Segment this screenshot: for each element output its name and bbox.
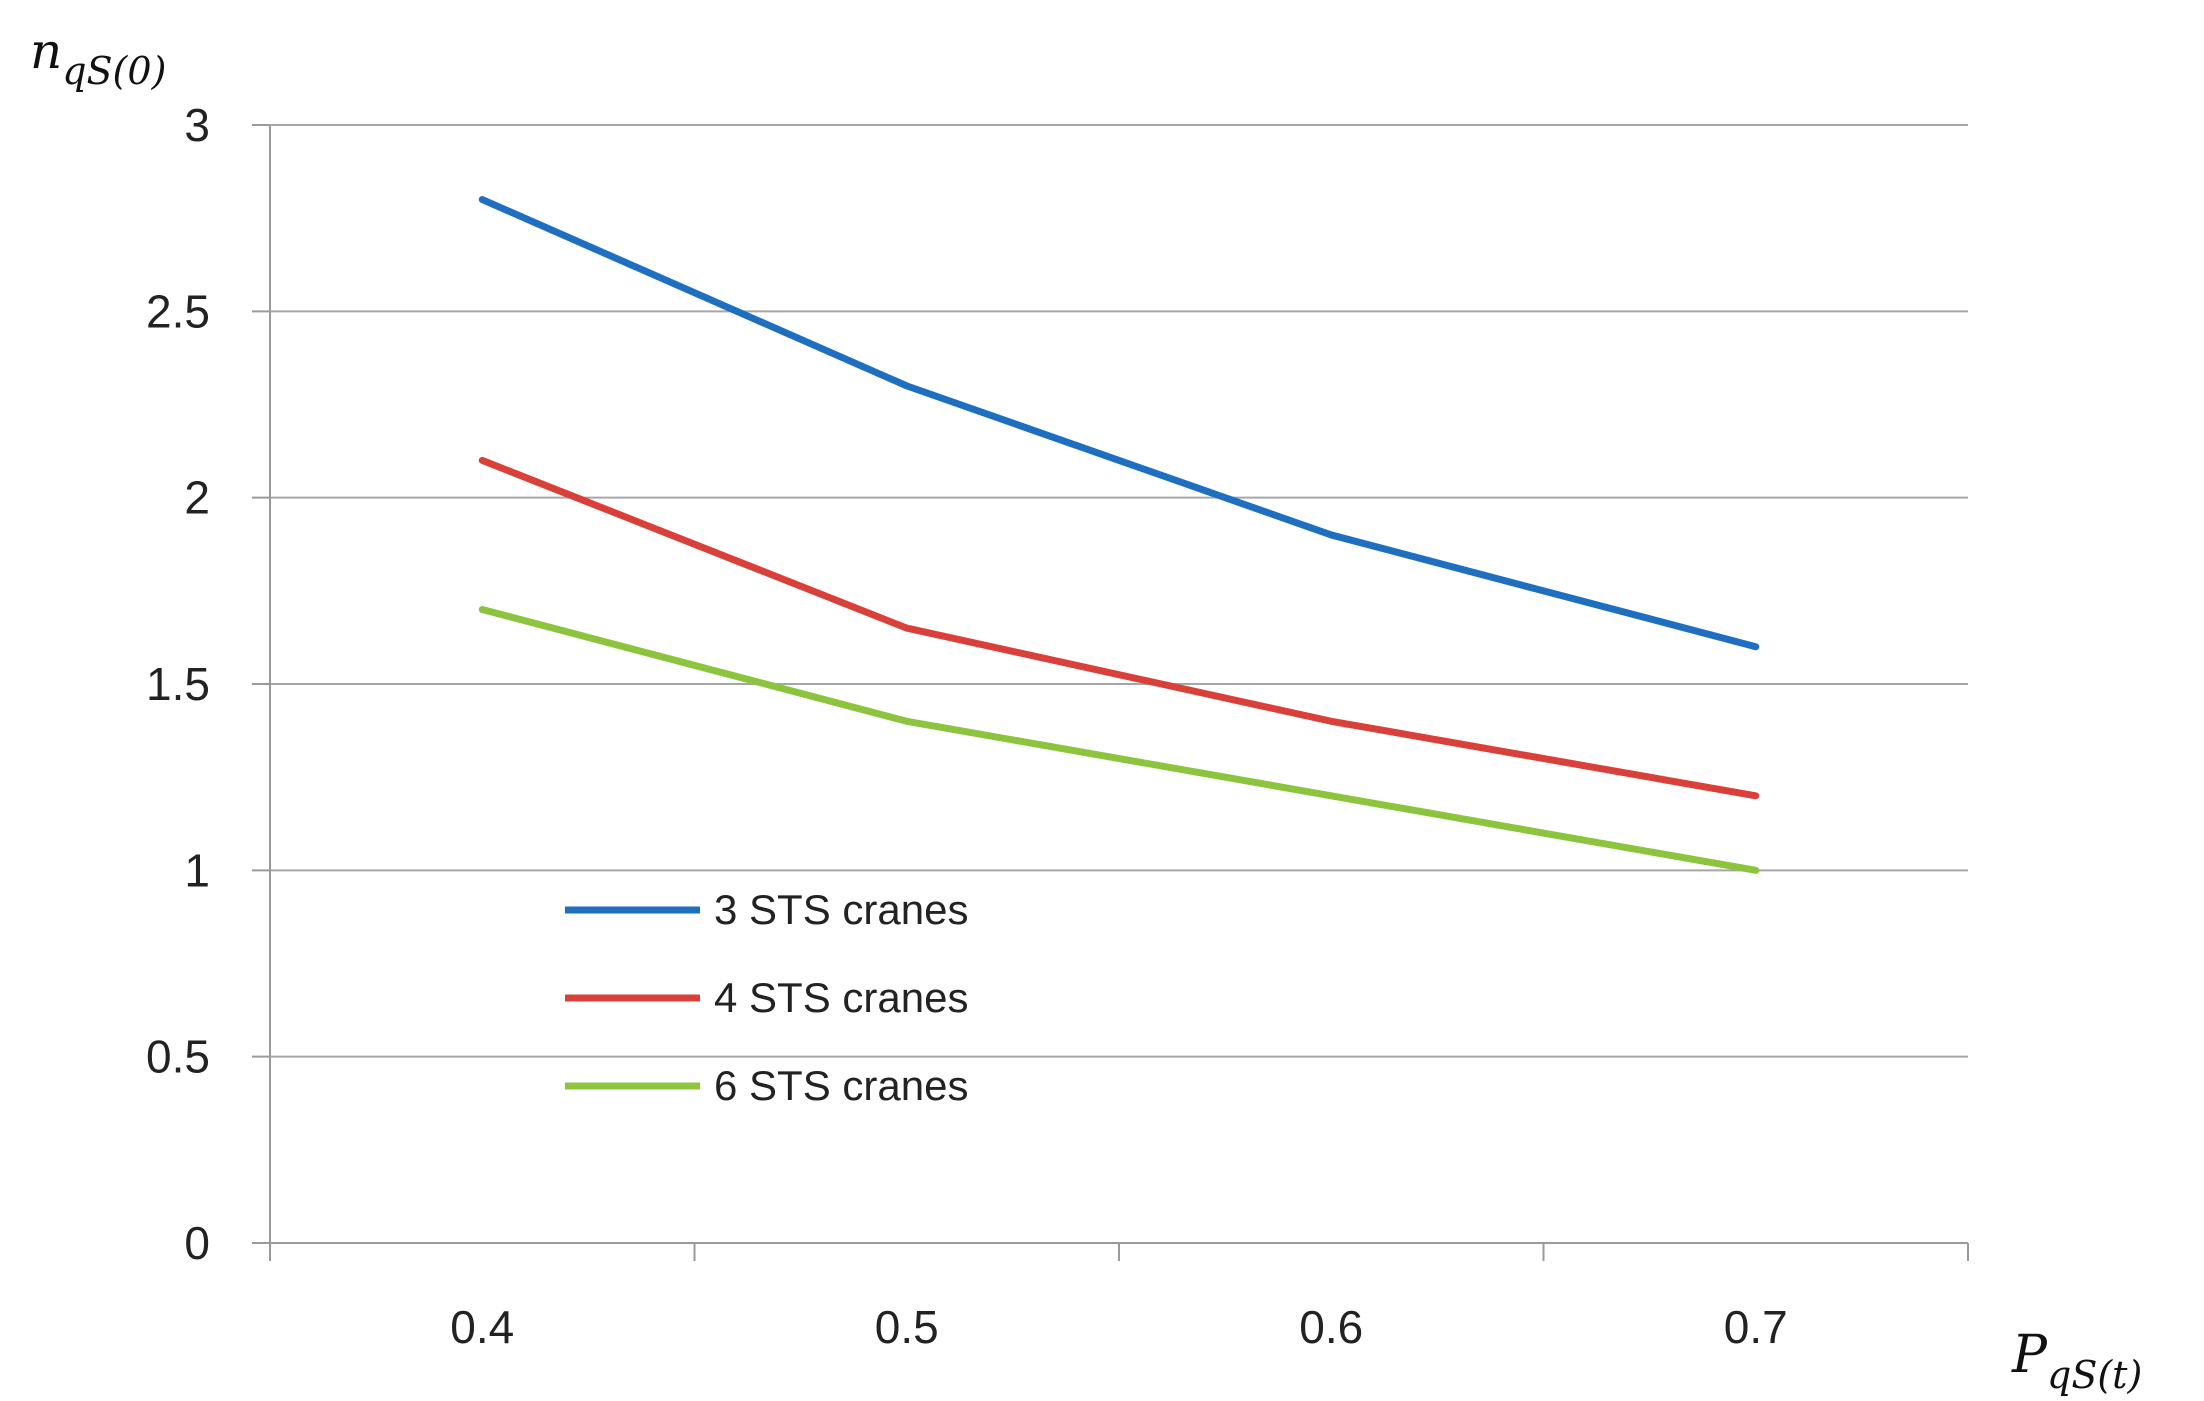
y-tick-label: 0 xyxy=(184,1217,210,1269)
y-axis-title: nqS(0) xyxy=(30,22,166,93)
series-line xyxy=(478,196,1760,651)
y-tick-label: 0.5 xyxy=(146,1031,210,1083)
y-tick-label: 2.5 xyxy=(146,285,210,337)
series-lines xyxy=(478,196,1760,874)
legend-label: 4 STS cranes xyxy=(714,974,968,1021)
y-tick-label: 2 xyxy=(184,472,210,524)
legend-label: 6 STS cranes xyxy=(714,1062,968,1109)
series-line xyxy=(478,605,1760,874)
x-tick-label: 0.7 xyxy=(1724,1301,1788,1353)
legend-label: 3 STS cranes xyxy=(714,886,968,933)
x-tick-label: 0.6 xyxy=(1299,1301,1363,1353)
y-tick-label: 1.5 xyxy=(146,658,210,710)
x-axis-title: PqS(t) xyxy=(2011,1325,2142,1397)
x-axis-ticks: 0.4 0.5 0.6 0.7 xyxy=(269,1243,1969,1353)
y-tick-label: 1 xyxy=(184,844,210,896)
x-tick-label: 0.5 xyxy=(875,1301,939,1353)
y-axis-ticks: 0 0.5 1 1.5 2 2.5 3 xyxy=(146,99,270,1269)
x-tick-label: 0.4 xyxy=(450,1301,514,1353)
gridlines xyxy=(270,124,1968,1058)
legend: 3 STS cranes 4 STS cranes 6 STS cranes xyxy=(565,886,968,1109)
y-tick-label: 3 xyxy=(184,99,210,151)
series-line xyxy=(478,456,1760,800)
